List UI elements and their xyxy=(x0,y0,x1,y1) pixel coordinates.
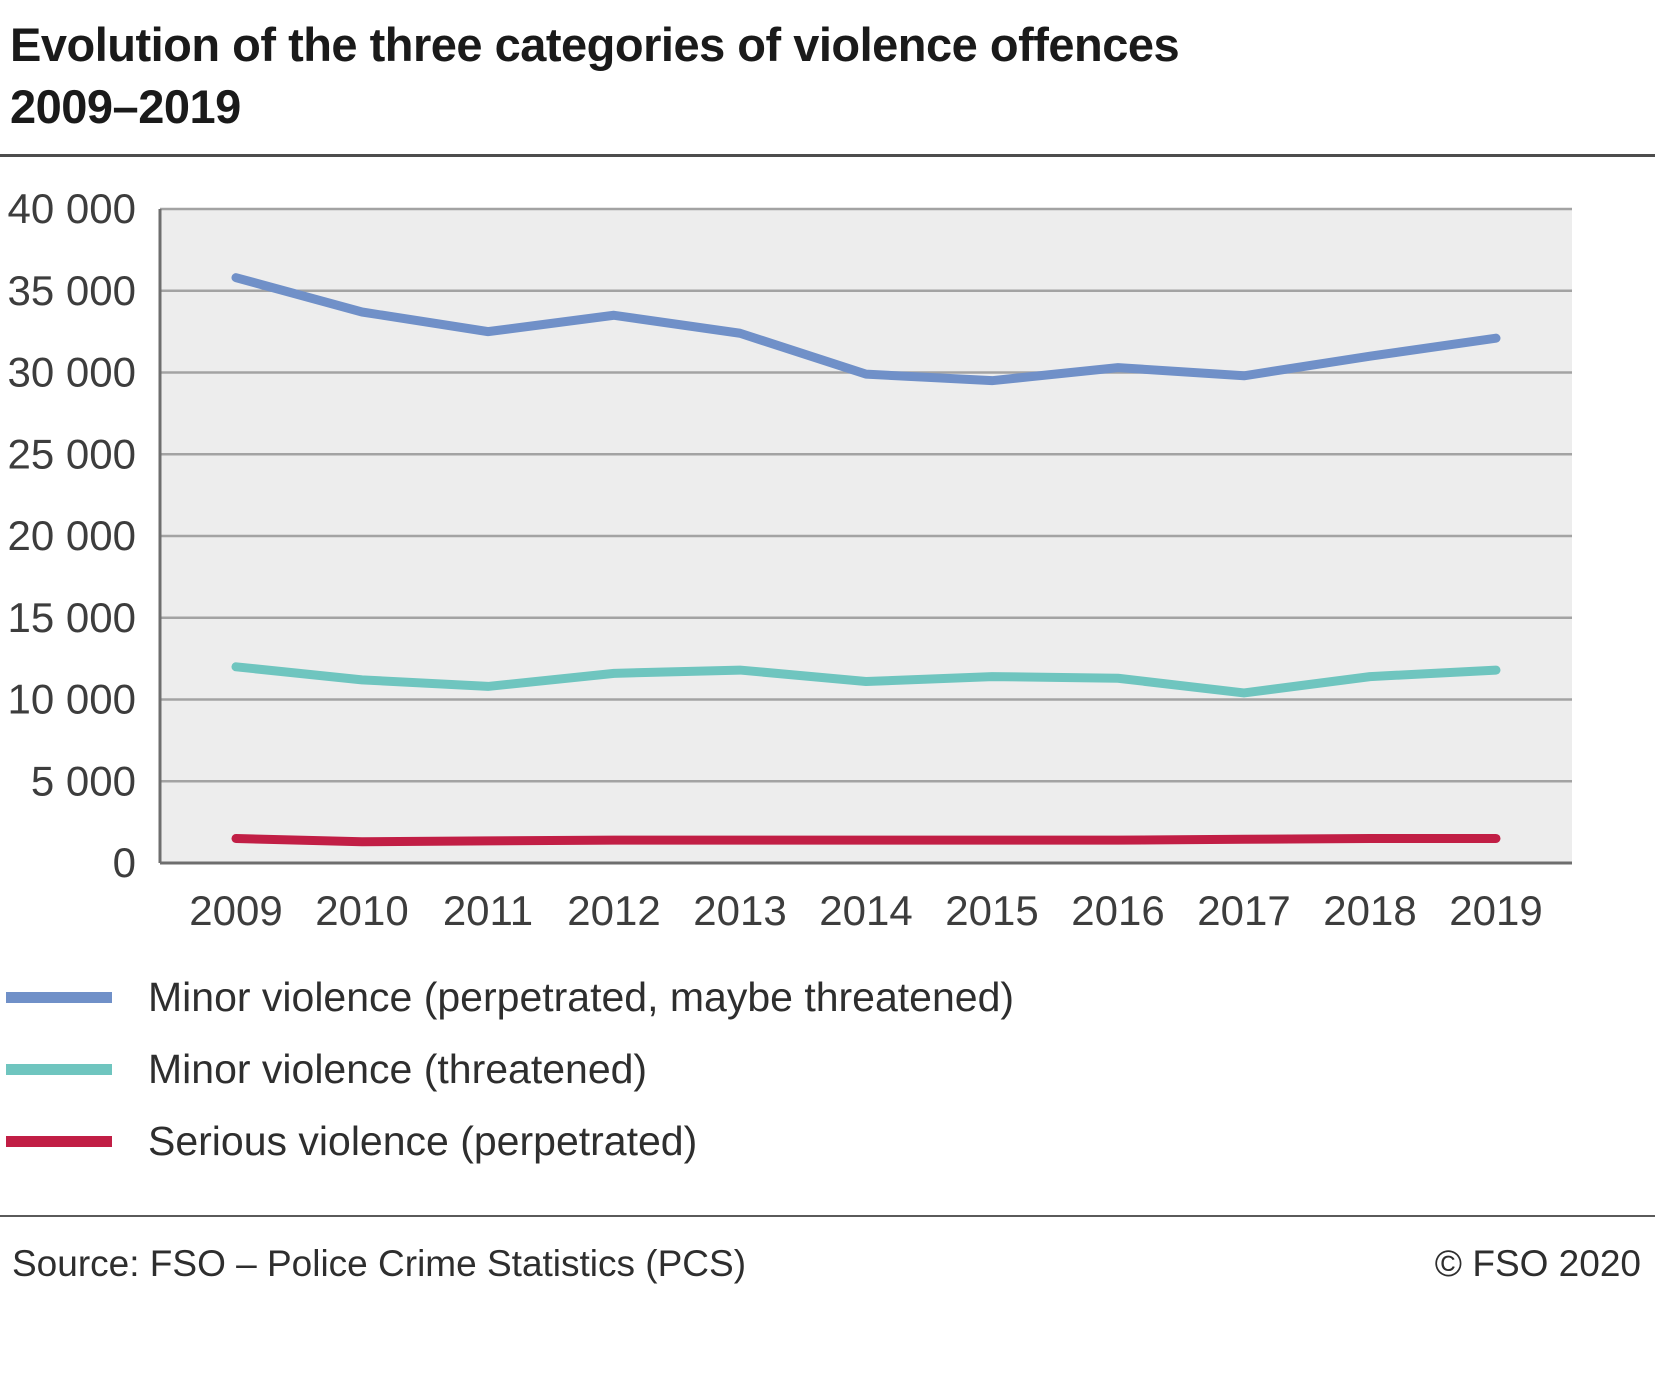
series-line xyxy=(231,273,1501,386)
legend-swatch-minor-threatened xyxy=(6,1063,112,1075)
x-tick-label: 2012 xyxy=(567,887,660,934)
x-tick-label: 2018 xyxy=(1323,887,1416,934)
line-chart: 0 5 000 10 000 15 000 20 000 25 000 30 000 35 0… xyxy=(8,185,1572,934)
legend-label: Minor violence (perpetrated, maybe threa… xyxy=(148,973,1015,1020)
legend-swatch-minor-perpetrated xyxy=(6,991,112,1003)
y-tick-label: 15 000 xyxy=(8,594,136,641)
y-tick-label: 40 000 xyxy=(8,185,136,232)
page-title-line2: 2009–2019 xyxy=(10,80,241,134)
y-tick-label: 30 000 xyxy=(8,349,136,396)
page-title-line1: Evolution of the three categories of vio… xyxy=(10,18,1180,71)
x-tick-label: 2014 xyxy=(819,887,912,934)
title-divider xyxy=(0,154,1655,158)
legend-swatch-serious-perpetrated xyxy=(6,1135,112,1147)
x-tick-label: 2013 xyxy=(693,887,786,934)
x-tick-label: 2010 xyxy=(315,887,408,934)
x-tick-label: 2017 xyxy=(1197,887,1290,934)
legend-item: Minor violence (perpetrated, maybe threa… xyxy=(6,961,1655,1033)
title-block: Evolution of the three categories of vio… xyxy=(0,0,1655,138)
series-line xyxy=(231,834,1501,847)
legend: Minor violence (perpetrated, maybe threa… xyxy=(6,961,1655,1177)
x-tick-label: 2015 xyxy=(945,887,1038,934)
y-tick-label: 35 000 xyxy=(8,267,136,314)
footer-divider xyxy=(0,1215,1655,1218)
source-text: Source: FSO – Police Crime Statistics (P… xyxy=(12,1243,747,1285)
copyright-text: © FSO 2020 xyxy=(1434,1243,1641,1285)
y-tick-label: 0 xyxy=(113,839,136,886)
page-title: Evolution of the three categories of vio… xyxy=(10,14,1643,138)
legend-item: Minor violence (threatened) xyxy=(6,1033,1655,1105)
legend-label: Minor violence (threatened) xyxy=(148,1045,648,1092)
legend-item: Serious violence (perpetrated) xyxy=(6,1105,1655,1177)
x-tick-label: 2011 xyxy=(443,887,533,934)
x-tick-label: 2019 xyxy=(1449,887,1542,934)
footer: Source: FSO – Police Crime Statistics (P… xyxy=(0,1217,1655,1285)
x-tick-label: 2009 xyxy=(189,887,282,934)
y-tick-label: 25 000 xyxy=(8,430,136,477)
series-line xyxy=(231,662,1501,698)
chart-area: 0 5 000 10 000 15 000 20 000 25 000 30 000 35 0… xyxy=(0,165,1655,935)
x-tick-label: 2016 xyxy=(1071,887,1164,934)
y-tick-label: 10 000 xyxy=(8,676,136,723)
legend-label: Serious violence (perpetrated) xyxy=(148,1117,698,1164)
y-tick-label: 5 000 xyxy=(31,757,136,804)
y-tick-label: 20 000 xyxy=(8,512,136,559)
